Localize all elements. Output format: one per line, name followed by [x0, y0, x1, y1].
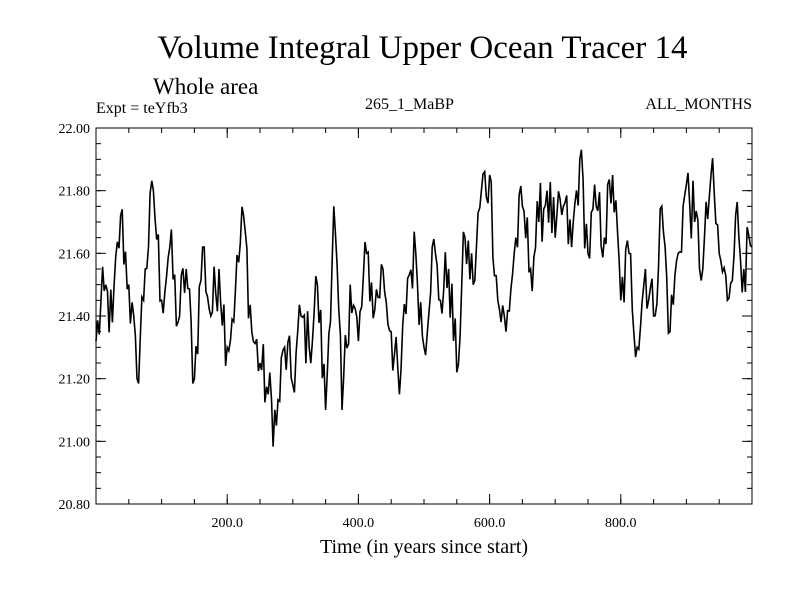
chart-title: Volume Integral Upper Ocean Tracer 14 [157, 30, 688, 66]
series-line [95, 149, 753, 447]
x-tick-label: 800.0 [605, 516, 637, 531]
months-label: ALL_MONTHS [645, 96, 752, 113]
y-tick-label: 21.20 [59, 373, 91, 388]
y-tick-label: 21.60 [59, 247, 91, 262]
y-tick-label: 21.00 [59, 435, 91, 450]
x-axis-label: Time (in years since start) [319, 536, 529, 558]
x-tick-label: 600.0 [474, 516, 506, 531]
y-tick-label: 20.80 [59, 498, 91, 513]
x-tick-label: 400.0 [343, 516, 375, 531]
x-axis: 200.0 400.0 600.0 800.0 [128, 128, 720, 531]
x-tick-label: 200.0 [211, 516, 243, 531]
run-label: 265_1_MaBP [365, 96, 454, 113]
y-axis: 20.80 21.00 21.20 21.40 21.60 21.80 22.00 [59, 122, 752, 513]
chart-subtitle: Whole area [153, 74, 259, 99]
y-tick-label: 21.80 [59, 185, 91, 200]
y-tick-label: 21.40 [59, 310, 91, 325]
experiment-label: Expt = teYfb3 [96, 100, 188, 117]
y-tick-label: 22.00 [59, 122, 91, 137]
